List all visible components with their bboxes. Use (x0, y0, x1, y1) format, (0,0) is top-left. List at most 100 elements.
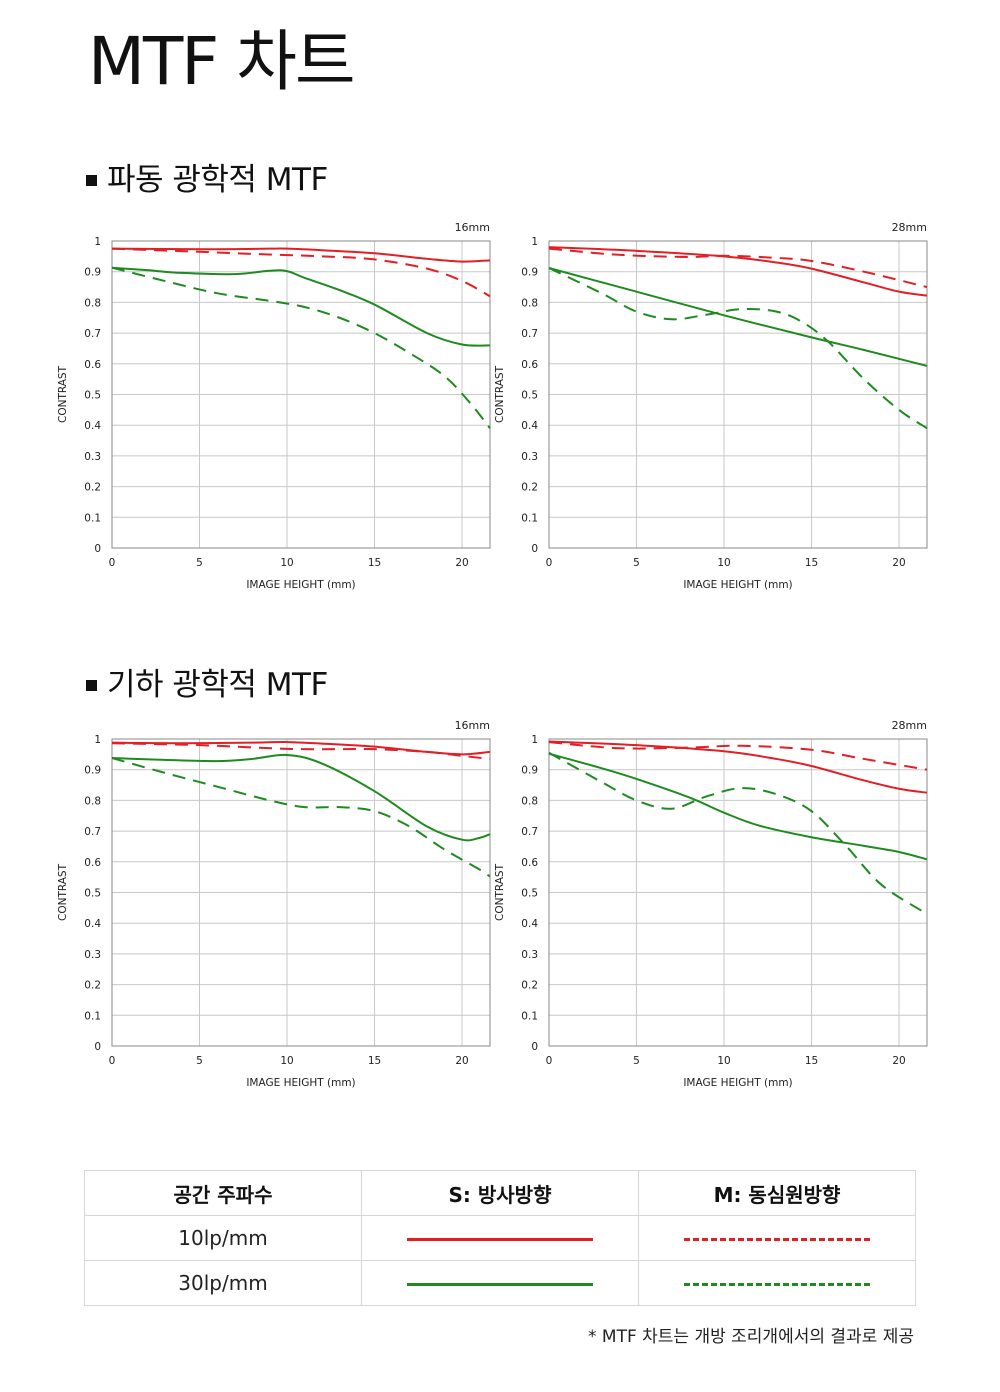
series-line-red-dashed (111, 742, 491, 760)
x-tick-label: 0 (109, 557, 116, 569)
x-tick-label: 20 (455, 1055, 468, 1067)
y-tick-label: 0.2 (84, 482, 101, 494)
y-tick-label: 0.2 (521, 980, 538, 992)
y-tick-label: 0.6 (84, 359, 101, 371)
y-tick-label: 0.4 (84, 420, 101, 432)
y-tick-label: 0.3 (521, 949, 538, 961)
series-line-red-solid (111, 247, 491, 263)
x-tick-label: 5 (633, 557, 640, 569)
y-tick-label: 0.2 (521, 482, 538, 494)
series-line-red-solid (548, 740, 928, 794)
y-tick-label: 0.5 (84, 888, 101, 900)
legend-table: 공간 주파수 S: 방사방향 M: 동심원방향 10lp/mm 30lp/mm (84, 1170, 916, 1306)
mtf-chart-geometric-16mm: 00.10.20.30.40.50.60.70.80.910 5 10 15 20IMA… (57, 719, 491, 1089)
y-tick-label: 0.4 (521, 918, 538, 930)
y-tick-label: 0.6 (521, 857, 538, 869)
series-line-green-solid (111, 753, 491, 842)
y-tick-label: 0.8 (521, 795, 538, 807)
y-tick-label: 0.3 (521, 451, 538, 463)
series-line-red-dashed (548, 247, 928, 289)
y-tick-label: 0.9 (521, 267, 538, 279)
y-tick-label: 0.8 (84, 297, 101, 309)
legend-frequency-label: 30lp/mm (84, 1260, 362, 1306)
square-bullet-icon (86, 174, 97, 186)
legend-header-sagittal: S: 방사방향 (361, 1170, 639, 1216)
plot-frame (111, 240, 491, 549)
x-tick-label: 20 (892, 557, 905, 569)
x-axis-label: IMAGE HEIGHT (mm) (246, 579, 355, 591)
series-line-red-solid (548, 246, 928, 297)
x-tick-label: 10 (280, 1055, 293, 1067)
y-tick-label: 1 (531, 734, 538, 746)
y-tick-label: 0.6 (84, 857, 101, 869)
legend-cell-sagittal (361, 1260, 639, 1306)
y-tick-label: 0 (94, 1041, 101, 1053)
focal-length-label: 16mm (455, 719, 490, 732)
y-tick-label: 1 (531, 236, 538, 248)
x-axis-label: IMAGE HEIGHT (mm) (246, 1077, 355, 1089)
y-axis-label: CONTRAST (57, 863, 69, 921)
x-tick-label: 10 (717, 1055, 730, 1067)
y-tick-label: 0.7 (521, 328, 538, 340)
y-tick-label: 0.3 (84, 949, 101, 961)
x-tick-label: 5 (633, 1055, 640, 1067)
y-tick-label: 0.4 (84, 918, 101, 930)
series-line-green-dashed (548, 751, 928, 915)
series-line-red-dashed (111, 247, 491, 298)
x-tick-label: 5 (196, 1055, 203, 1067)
legend-red-solid-line (407, 1238, 593, 1241)
legend-header-row: 공간 주파수 S: 방사방향 M: 동심원방향 (84, 1170, 916, 1216)
series-line-green-solid (548, 752, 928, 861)
y-tick-label: 0 (531, 543, 538, 555)
legend-row-10lp: 10lp/mm (84, 1215, 916, 1261)
square-bullet-icon (86, 679, 97, 691)
series-line-red-dashed (548, 741, 928, 771)
plot-frame (548, 738, 928, 1047)
y-tick-label: 0.5 (521, 390, 538, 402)
y-tick-label: 0.1 (84, 1010, 101, 1022)
focal-length-label: 16mm (455, 221, 490, 234)
y-tick-label: 0.7 (84, 328, 101, 340)
x-tick-label: 10 (280, 557, 293, 569)
y-tick-label: 0.1 (521, 512, 538, 524)
x-tick-label: 15 (368, 557, 381, 569)
focal-length-label: 28mm (892, 221, 927, 234)
series-line-green-dashed (111, 266, 491, 429)
x-tick-label: 0 (109, 1055, 116, 1067)
series-line-green-solid (548, 267, 928, 367)
legend-red-dashed-line (684, 1238, 870, 1241)
y-tick-label: 0.9 (84, 267, 101, 279)
series-line-green-solid (111, 266, 491, 347)
plot-frame (548, 240, 928, 549)
y-tick-label: 0.9 (84, 765, 101, 777)
legend-cell-meridional (638, 1260, 916, 1306)
y-tick-label: 0.8 (84, 795, 101, 807)
legend-header-meridional: M: 동심원방향 (638, 1170, 916, 1216)
y-tick-label: 0.9 (521, 765, 538, 777)
y-tick-label: 0.8 (521, 297, 538, 309)
y-tick-label: 1 (94, 236, 101, 248)
y-tick-label: 0.4 (521, 420, 538, 432)
y-axis-label: CONTRAST (57, 365, 69, 423)
section-title-text: 기하 광학적 MTF (107, 667, 328, 703)
x-tick-label: 5 (196, 557, 203, 569)
x-tick-label: 15 (805, 557, 818, 569)
legend-header-frequency: 공간 주파수 (84, 1170, 362, 1216)
x-tick-label: 15 (805, 1055, 818, 1067)
focal-length-label: 28mm (892, 719, 927, 732)
x-tick-label: 0 (546, 557, 553, 569)
y-tick-label: 0.6 (521, 359, 538, 371)
legend-green-solid-line (407, 1283, 593, 1286)
y-tick-label: 0.1 (84, 512, 101, 524)
y-tick-label: 1 (94, 734, 101, 746)
y-tick-label: 0.2 (84, 980, 101, 992)
section-title-wave: 파동 광학적 MTF (86, 160, 328, 200)
legend-frequency-label: 10lp/mm (84, 1215, 362, 1261)
x-tick-label: 20 (455, 557, 468, 569)
x-tick-label: 0 (546, 1055, 553, 1067)
x-tick-label: 15 (368, 1055, 381, 1067)
mtf-chart-wave-16mm: 00.10.20.30.40.50.60.70.80.910 5 10 15 20IMA… (57, 221, 491, 591)
mtf-chart-geometric-28mm: 00.10.20.30.40.50.60.70.80.910 5 10 15 20IMA… (494, 719, 928, 1089)
legend-cell-meridional (638, 1215, 916, 1261)
mtf-chart-wave-28mm: 00.10.20.30.40.50.60.70.80.910 5 10 15 20IMA… (494, 221, 928, 591)
